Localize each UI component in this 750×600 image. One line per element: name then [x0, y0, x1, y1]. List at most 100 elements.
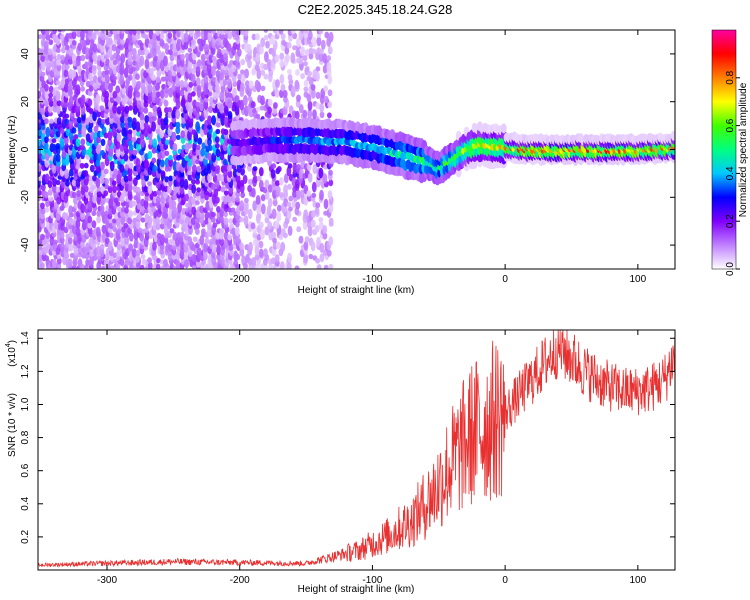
spectrogram-cell	[249, 111, 254, 118]
snr-x-tick-label: -200	[230, 575, 250, 586]
spectrogram-cell	[232, 101, 238, 107]
spectrogram-cell	[254, 244, 260, 256]
spectrogram-cell	[227, 111, 233, 120]
spectrogram-cell	[247, 258, 253, 266]
spectrogram-cell	[59, 242, 65, 251]
spectrogram-cell	[235, 59, 240, 68]
spectrogram-cell	[151, 157, 157, 164]
spectrogram-cell	[139, 42, 145, 51]
spectrogram-cell	[71, 40, 77, 46]
spectrogram-cell	[128, 162, 134, 169]
spectrogram-cell	[292, 163, 298, 174]
spectrogram-cell	[195, 179, 201, 185]
spectrogram-cell	[91, 65, 97, 71]
spectrogram-cell	[169, 228, 175, 234]
spectrogram-cell	[89, 164, 95, 173]
spectrogram-cell	[200, 189, 205, 199]
spectrogram-cell	[164, 150, 170, 156]
spectrogram-cell	[303, 30, 309, 34]
spectrogram-cell	[315, 71, 320, 82]
spectrogram-cell	[219, 52, 225, 63]
spectrogram-cell	[211, 183, 216, 191]
spectrogram-cell	[55, 80, 61, 86]
spectrogram-cell	[323, 164, 328, 170]
spectrogram-cell	[112, 30, 118, 34]
spectrogram-cell	[203, 30, 209, 37]
spectrogram-cell	[267, 221, 273, 230]
spectrogram-cell	[299, 189, 305, 199]
spectrogram-cell	[196, 84, 202, 91]
spectrogram-cell	[147, 150, 153, 160]
spectrogram-cell	[303, 209, 309, 220]
spectrogram-cell	[103, 132, 109, 139]
spectrogram-cell	[228, 218, 233, 224]
spectrogram-cell	[96, 164, 101, 174]
spectrogram-cell	[318, 30, 324, 35]
spectrogram-cell	[296, 189, 301, 200]
spectrogram-cell	[264, 216, 270, 224]
spectrogram-cell	[223, 116, 229, 127]
spectrogram-cell	[292, 32, 298, 40]
spectrogram-cell	[220, 112, 226, 120]
spectrogram-cell	[155, 128, 161, 135]
spectrogram-cell	[290, 52, 296, 64]
spectrogram-cell	[143, 34, 149, 40]
spectrogram-cell	[255, 113, 261, 120]
spectrogram-cell	[319, 48, 324, 55]
spectrogram-cell	[99, 244, 105, 251]
spectrogram-cell	[156, 106, 162, 115]
snr-y-tick-label: 0.6	[20, 463, 31, 477]
spectrogram-cell	[322, 232, 328, 240]
spectrogram-cell	[237, 73, 243, 81]
spectrogram-cell	[196, 165, 202, 173]
spectrogram-cell	[187, 169, 193, 176]
spectrogram-cell	[76, 242, 81, 249]
spectrogram-cell	[60, 54, 65, 61]
spectrogram-cell	[136, 137, 142, 145]
spectrogram-cell	[284, 47, 290, 55]
spectrogram-cell	[152, 165, 158, 173]
spectrogram-cell	[263, 248, 268, 257]
spectrogram-cell	[175, 134, 181, 140]
spectrogram-cell	[167, 32, 173, 39]
spectrogram-cell	[175, 237, 180, 247]
spectrogram-cell	[195, 191, 201, 197]
snr-x-tick-label: -300	[97, 575, 117, 586]
page-title: C2E2.2025.345.18.24.G28	[297, 2, 453, 17]
spectrogram-cell	[96, 152, 102, 161]
spectrogram-cell	[292, 216, 298, 222]
spectrogram-x-axis: -300 -200 -100 0 100	[97, 30, 647, 285]
spectrogram-cell	[144, 58, 150, 70]
spectrogram-cell	[132, 117, 137, 126]
spectrogram-cell	[235, 174, 241, 184]
spectrogram-cell	[223, 128, 229, 136]
spectrogram-cell	[107, 241, 113, 252]
spectrogram-cell	[213, 188, 219, 198]
spectrogram-cell	[135, 219, 141, 230]
spectrogram-cell	[276, 166, 282, 172]
spectrogram-cell	[311, 48, 317, 55]
spectrogram-cell	[147, 83, 153, 94]
spectrogram-cell	[230, 207, 236, 213]
spectrogram-cell	[326, 61, 332, 72]
spectrogram-cell	[251, 256, 257, 267]
spectrogram-cell	[244, 80, 250, 88]
spectrogram-cell	[75, 227, 81, 237]
spectrogram-cell	[259, 105, 265, 111]
spectrogram-cell	[128, 243, 134, 252]
spectrogram-cell	[112, 75, 117, 81]
spectrogram-cell	[95, 177, 101, 189]
spectrogram-cell	[91, 220, 97, 229]
spectrogram-cell	[251, 187, 256, 198]
spectrogram-cell	[71, 105, 77, 114]
spectrogram-cell	[179, 89, 185, 97]
spectrogram-cell	[119, 163, 125, 173]
spectrogram-cell	[220, 186, 226, 193]
spectrogram-cell	[200, 53, 206, 62]
spectrogram-cell	[68, 243, 74, 252]
spectrogram-cell	[85, 47, 90, 58]
spectrogram-cell	[316, 236, 321, 248]
spectrogram-cell	[120, 236, 125, 247]
spectrogram-cell	[239, 99, 245, 111]
